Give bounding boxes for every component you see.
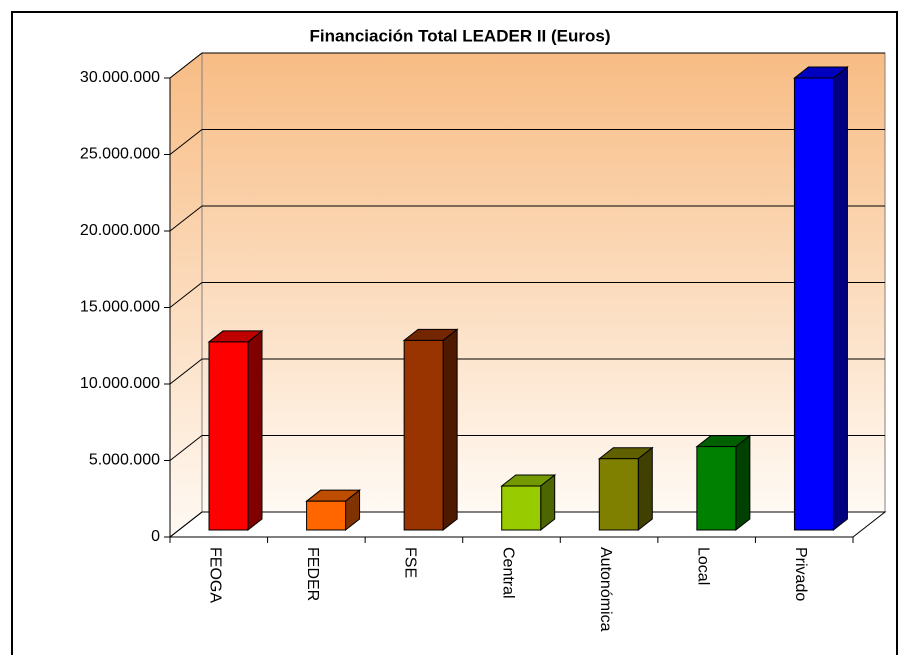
x-tick-label: Privado: [792, 547, 809, 601]
grid-line: [169, 358, 885, 385]
y-tick-label: 30.000.000: [80, 69, 160, 86]
chart-title: Financiación Total LEADER II (Euros): [310, 26, 611, 45]
grid-line: [169, 435, 885, 461]
bar: [793, 77, 834, 531]
bar: [306, 500, 347, 531]
x-tick-label: FEOGA: [207, 547, 224, 603]
bar-side: [442, 328, 458, 532]
bar: [501, 485, 542, 531]
bar-side: [832, 66, 848, 532]
bar-side: [735, 434, 751, 532]
x-tick-label: Local: [694, 547, 711, 585]
grid-line: [169, 129, 885, 155]
y-tick-label: 20.000.000: [80, 222, 160, 239]
grid-line: [169, 205, 885, 232]
bar: [403, 339, 444, 531]
y-tick-label: 25.000.000: [80, 146, 160, 163]
grid-line: [169, 511, 885, 538]
y-tick-label: 5.000.000: [89, 452, 160, 469]
y-tick-label: 15.000.000: [80, 299, 160, 316]
grid-line: [169, 282, 885, 308]
x-tick-label: Central: [499, 547, 516, 599]
bar: [208, 341, 249, 531]
bar-side: [247, 329, 263, 532]
y-tick-label: 10.000.000: [80, 375, 160, 392]
x-tick-label: Autonómica: [597, 547, 614, 632]
y-tick-label: 0: [151, 528, 160, 545]
x-tick-label: FEDER: [304, 547, 321, 601]
bar: [598, 458, 639, 531]
x-tick-label: FSE: [402, 547, 419, 578]
bar-side: [637, 446, 653, 532]
bar: [696, 446, 737, 531]
grid-line: [169, 52, 885, 79]
